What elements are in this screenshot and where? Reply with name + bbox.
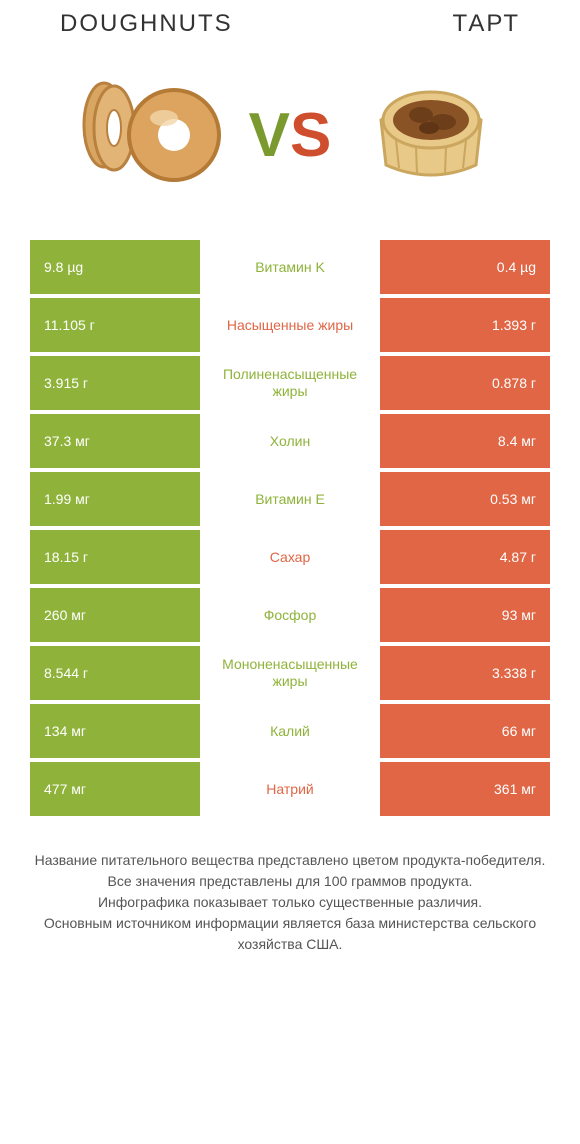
footer-line: Инфографика показывает только существенн…	[30, 892, 550, 913]
infographic-container: DOUGHNUTS ТАРТ VS	[0, 0, 580, 955]
right-value-cell: 0.4 µg	[380, 240, 550, 294]
vs-v: V	[249, 101, 290, 170]
nutrient-label: Витамин K	[200, 240, 380, 294]
doughnuts-image	[69, 70, 229, 200]
table-row: 3.915 гПолиненасыщенные жиры0.878 г	[30, 356, 550, 410]
right-value-cell: 3.338 г	[380, 646, 550, 700]
table-row: 18.15 гСахар4.87 г	[30, 530, 550, 584]
header: DOUGHNUTS ТАРТ	[0, 0, 580, 48]
table-row: 477 мгНатрий361 мг	[30, 762, 550, 816]
right-value-cell: 361 мг	[380, 762, 550, 816]
right-value-cell: 4.87 г	[380, 530, 550, 584]
left-value-cell: 134 мг	[30, 704, 200, 758]
right-value-cell: 66 мг	[380, 704, 550, 758]
right-value-cell: 0.53 мг	[380, 472, 550, 526]
footer-line: Все значения представлены для 100 граммо…	[30, 871, 550, 892]
right-value-cell: 8.4 мг	[380, 414, 550, 468]
left-value-cell: 3.915 г	[30, 356, 200, 410]
nutrient-label: Насыщенные жиры	[200, 298, 380, 352]
hero-row: VS	[0, 48, 580, 240]
left-value-cell: 477 мг	[30, 762, 200, 816]
footer-line: Название питательного вещества представл…	[30, 850, 550, 871]
left-value-cell: 11.105 г	[30, 298, 200, 352]
nutrient-label: Полиненасыщенные жиры	[200, 356, 380, 410]
nutrient-label: Холин	[200, 414, 380, 468]
nutrient-label: Витамин E	[200, 472, 380, 526]
table-row: 37.3 мгХолин8.4 мг	[30, 414, 550, 468]
table-row: 8.544 гМононенасыщенные жиры3.338 г	[30, 646, 550, 700]
right-product-title: ТАРТ	[453, 10, 520, 38]
nutrient-label: Сахар	[200, 530, 380, 584]
table-row: 260 мгФосфор93 мг	[30, 588, 550, 642]
tart-image	[351, 70, 511, 200]
vs-label: VS	[249, 100, 332, 171]
left-value-cell: 18.15 г	[30, 530, 200, 584]
left-value-cell: 260 мг	[30, 588, 200, 642]
left-value-cell: 8.544 г	[30, 646, 200, 700]
table-row: 1.99 мгВитамин E0.53 мг	[30, 472, 550, 526]
table-row: 134 мгКалий66 мг	[30, 704, 550, 758]
left-product-title: DOUGHNUTS	[60, 10, 233, 38]
left-value-cell: 1.99 мг	[30, 472, 200, 526]
right-value-cell: 0.878 г	[380, 356, 550, 410]
footer-line: Основным источником информации является …	[30, 913, 550, 955]
nutrient-label: Фосфор	[200, 588, 380, 642]
right-value-cell: 93 мг	[380, 588, 550, 642]
nutrient-label: Натрий	[200, 762, 380, 816]
table-row: 9.8 µgВитамин K0.4 µg	[30, 240, 550, 294]
right-value-cell: 1.393 г	[380, 298, 550, 352]
comparison-table: 9.8 µgВитамин K0.4 µg11.105 гНасыщенные …	[0, 240, 580, 816]
footer-notes: Название питательного вещества представл…	[0, 820, 580, 955]
left-value-cell: 9.8 µg	[30, 240, 200, 294]
nutrient-label: Калий	[200, 704, 380, 758]
table-row: 11.105 гНасыщенные жиры1.393 г	[30, 298, 550, 352]
left-value-cell: 37.3 мг	[30, 414, 200, 468]
vs-s: S	[290, 101, 331, 170]
nutrient-label: Мононенасыщенные жиры	[200, 646, 380, 700]
